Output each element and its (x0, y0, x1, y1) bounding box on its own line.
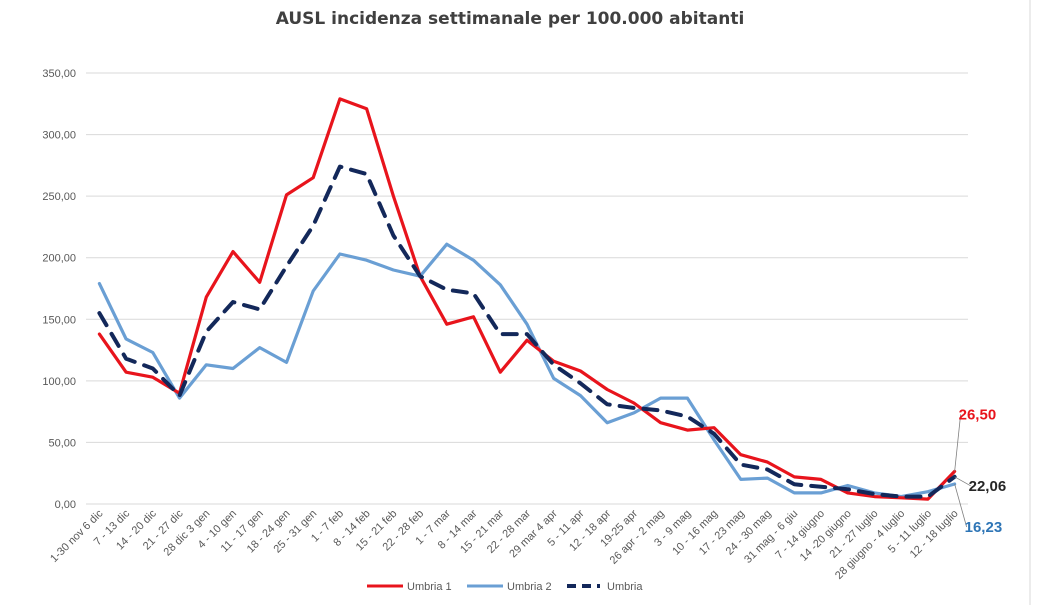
y-tick-label: 350,00 (42, 68, 76, 80)
end-label-leader (954, 476, 971, 487)
y-tick-label: 50,00 (48, 437, 76, 449)
series-line-umbria-1 (97, 97, 957, 501)
grid-lines (86, 72, 968, 505)
y-axis-ticks: 0,00 50,00 100,00 150,00 200,00 250,00 300,00 3… (42, 68, 76, 511)
y-tick-label: 300,00 (42, 130, 76, 142)
end-label-leader (954, 414, 962, 472)
y-tick-label: 150,00 (42, 314, 76, 326)
legend-label: Umbria 1 (407, 581, 452, 593)
legend: Umbria 1 Umbria 2 Umbria (367, 581, 643, 593)
y-tick-label: 200,00 (42, 253, 76, 265)
chart-title: AUSL incidenza settimanale per 100.000 a… (276, 9, 745, 29)
y-tick-label: 100,00 (42, 376, 76, 388)
end-label-leader (954, 483, 968, 528)
end-label-umbria-1: 26,50 (959, 406, 997, 423)
end-label-umbria-2: 16,23 (965, 519, 1003, 536)
end-label-umbria: 22,06 (969, 478, 1007, 495)
legend-label: Umbria (607, 581, 643, 593)
y-tick-label: 250,00 (42, 191, 76, 203)
series-line-umbria-2 (97, 242, 957, 499)
series-line-umbria (97, 164, 957, 499)
series-lines (97, 97, 957, 501)
legend-label: Umbria 2 (507, 581, 552, 593)
y-tick-label: 0,00 (55, 499, 76, 511)
end-labels: 26,50 22,06 16,23 (954, 406, 1007, 536)
